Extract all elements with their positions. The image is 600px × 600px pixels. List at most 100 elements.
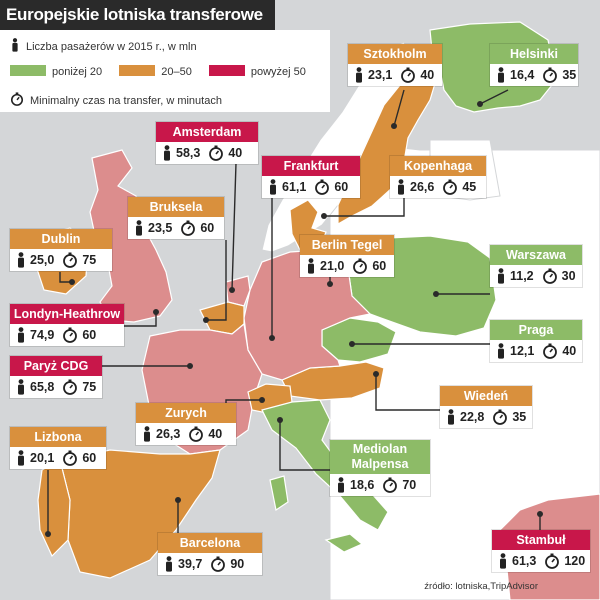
airport-values: 25,0 75 — [10, 249, 112, 271]
airport-name: Amsterdam — [156, 122, 258, 142]
airport-name: Barcelona — [158, 533, 262, 553]
airport-values: 22,8 35 — [440, 406, 532, 428]
source-note: źródło: lotniska,TripAdvisor — [424, 581, 538, 592]
airport-callout-bruksela: Bruksela 23,5 60 — [128, 197, 224, 239]
person-icon — [398, 179, 404, 195]
airport-name: Sztokholm — [348, 44, 442, 64]
passengers-value: 26,3 — [156, 427, 181, 441]
legend-passengers-label: Liczba pasażerów w 2015 r., w mln — [26, 41, 197, 53]
stopwatch-icon — [543, 67, 558, 83]
person-icon — [270, 179, 276, 195]
stopwatch-icon — [10, 92, 24, 106]
country-sweden — [337, 57, 437, 226]
stopwatch-icon — [209, 145, 224, 161]
stopwatch-icon — [543, 343, 558, 359]
legend-transfer: Minimalny czas na transfer, w minutach — [10, 92, 222, 107]
airport-values: 11,2 30 — [490, 265, 582, 287]
airport-callout-kopenhaga: Kopenhaga 26,6 45 — [390, 156, 486, 198]
transfer-minutes-value: 75 — [82, 380, 97, 394]
person-icon — [498, 343, 504, 359]
airport-name: Bruksela — [128, 197, 224, 217]
passengers-value: 23,5 — [148, 221, 173, 235]
transfer-minutes-value: 30 — [561, 269, 576, 283]
airport-name: Dublin — [10, 229, 112, 249]
transfer-minutes-value: 90 — [230, 557, 245, 571]
airport-name: Warszawa — [490, 245, 582, 265]
country-italy — [261, 399, 389, 531]
airport-callout-warszawa: Warszawa 11,2 30 — [490, 245, 582, 287]
swatch-green — [10, 65, 46, 76]
legend-categories: poniżej 20 20–50 powyżej 50 — [10, 65, 320, 78]
person-icon — [500, 553, 506, 569]
passengers-value: 11,2 — [510, 269, 534, 283]
country-spain — [59, 449, 221, 579]
person-icon — [136, 220, 142, 236]
transfer-minutes-value: 60 — [372, 259, 387, 273]
stopwatch-icon — [63, 252, 78, 268]
airport-values: 74,9 60 — [10, 324, 124, 346]
transfer-minutes-value: 40 — [208, 427, 223, 441]
stopwatch-icon — [542, 268, 557, 284]
leader-lines — [45, 89, 543, 537]
stopwatch-icon — [383, 477, 398, 493]
airport-callout-londyn: Londyn-Heathrow 74,9 60 — [10, 304, 124, 346]
airport-name: Zurych — [136, 403, 236, 423]
passengers-value: 39,7 — [178, 557, 203, 571]
airport-callout-barcelona: Barcelona 39,7 90 — [158, 533, 262, 575]
stopwatch-icon — [353, 258, 368, 274]
stopwatch-icon — [63, 450, 78, 466]
airport-name: Berlin Tegel — [300, 235, 394, 255]
airport-values: 26,6 45 — [390, 176, 486, 198]
person-icon — [308, 258, 314, 274]
legend-cat-mid: 20–50 — [161, 66, 192, 78]
transfer-minutes-value: 35 — [512, 410, 527, 424]
stopwatch-icon — [443, 179, 458, 195]
airport-callout-stambul: Stambuł 61,3 120 — [492, 530, 590, 572]
airport-name: Londyn-Heathrow — [10, 304, 124, 324]
airport-callout-paryz: Paryż CDG 65,8 75 — [10, 356, 102, 398]
airport-name: Lizbona — [10, 427, 106, 447]
person-icon — [18, 379, 24, 395]
passengers-value: 16,4 — [510, 68, 535, 82]
legend-cat-high: powyżej 50 — [250, 66, 306, 78]
person-icon — [18, 252, 24, 268]
passengers-value: 74,9 — [30, 328, 55, 342]
person-icon — [166, 556, 172, 572]
legend-transfer-label: Minimalny czas na transfer, w minutach — [30, 95, 222, 107]
person-icon — [18, 327, 24, 343]
airport-callout-sztokholm: Sztokholm 23,1 40 — [348, 44, 442, 86]
stopwatch-icon — [545, 553, 560, 569]
transfer-minutes-value: 75 — [82, 253, 97, 267]
airport-name: Helsinki — [490, 44, 578, 64]
person-icon — [498, 268, 504, 284]
airport-callout-helsinki: Helsinki 16,4 35 — [490, 44, 578, 86]
transfer-minutes-value: 60 — [200, 221, 215, 235]
passengers-value: 65,8 — [30, 380, 55, 394]
airport-name: Kopenhaga — [390, 156, 486, 176]
airport-callout-berlin: Berlin Tegel 21,0 60 — [300, 235, 394, 277]
passengers-value: 22,8 — [460, 410, 485, 424]
transfer-minutes-value: 70 — [402, 478, 417, 492]
airport-values: 65,8 75 — [10, 376, 102, 398]
person-icon — [164, 145, 170, 161]
person-icon — [498, 67, 504, 83]
transfer-minutes-value: 60 — [82, 328, 97, 342]
legend: Liczba pasażerów w 2015 r., w mln poniże… — [0, 30, 330, 112]
airport-values: 16,4 35 — [490, 64, 578, 86]
passengers-value: 21,0 — [320, 259, 345, 273]
airport-name: Praga — [490, 320, 582, 340]
airport-name: Stambuł — [492, 530, 590, 550]
stopwatch-icon — [211, 556, 226, 572]
stopwatch-icon — [63, 327, 78, 343]
airport-callout-praga: Praga 12,1 40 — [490, 320, 582, 362]
stopwatch-icon — [315, 179, 330, 195]
person-icon — [356, 67, 362, 83]
transfer-minutes-value: 60 — [334, 180, 349, 194]
island-sicily — [324, 533, 364, 553]
passengers-value: 25,0 — [30, 253, 55, 267]
stopwatch-icon — [401, 67, 416, 83]
airport-values: 21,0 60 — [300, 255, 394, 277]
airport-callout-mediolan: Mediolan Malpensa 18,6 70 — [330, 440, 430, 496]
person-icon — [448, 409, 454, 425]
airport-name: Mediolan Malpensa — [330, 440, 430, 474]
